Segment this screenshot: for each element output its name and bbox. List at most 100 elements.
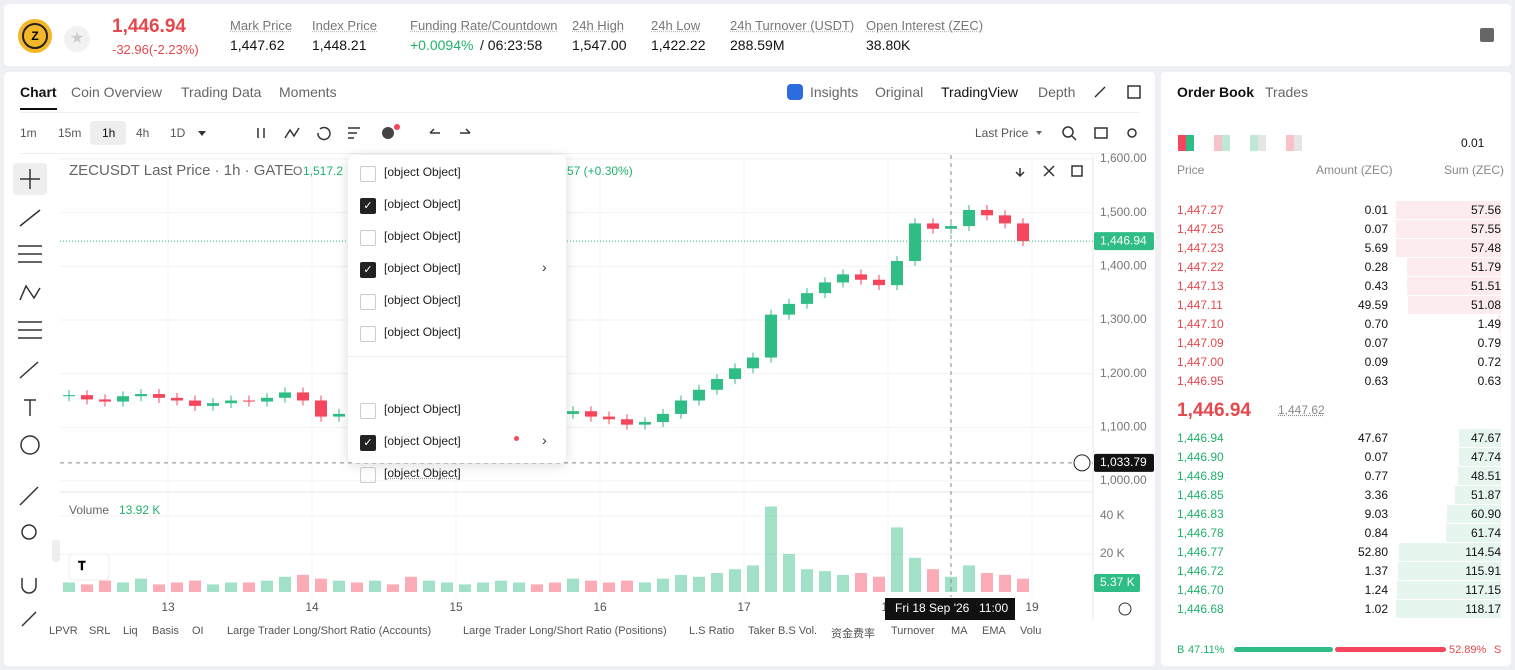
ob-tab[interactable]: Order Book bbox=[1177, 84, 1255, 100]
ob-precision[interactable]: 0.01 bbox=[1461, 136, 1485, 150]
ob-sell: 52.89% bbox=[1449, 644, 1487, 656]
ob-price[interactable]: 1,446.83 bbox=[1177, 507, 1224, 521]
volume-bar bbox=[351, 582, 363, 592]
ob-price[interactable]: 1,446.85 bbox=[1177, 488, 1224, 502]
indicator-tab[interactable]: MA bbox=[951, 625, 968, 637]
interval[interactable]: 1D bbox=[170, 126, 186, 140]
checkbox[interactable] bbox=[360, 467, 376, 483]
ob-price[interactable]: 1,446.78 bbox=[1177, 526, 1224, 540]
ob-price[interactable]: 1,447.22 bbox=[1177, 260, 1224, 274]
menu-item[interactable]: [object Object] bbox=[384, 165, 461, 179]
chart-tab[interactable]: Chart bbox=[20, 84, 57, 110]
checkbox[interactable]: ✓ bbox=[360, 435, 376, 451]
indicator-tab[interactable]: Turnover bbox=[891, 625, 935, 637]
last-price-label: 1,446.94 bbox=[1100, 233, 1147, 247]
price-change: -32.96(-2.23%) bbox=[112, 42, 199, 57]
indicator-tab[interactable]: OI bbox=[192, 625, 204, 637]
volume-bar bbox=[333, 580, 345, 592]
ob-price[interactable]: 1,447.00 bbox=[1177, 355, 1224, 369]
volume-bar bbox=[549, 582, 561, 592]
checkbox[interactable] bbox=[360, 294, 376, 310]
checkbox[interactable]: ✓ bbox=[360, 262, 376, 278]
menu-item[interactable]: [object Object] bbox=[384, 402, 461, 416]
interval[interactable]: 4h bbox=[136, 126, 150, 140]
ob-price[interactable]: 1,447.13 bbox=[1177, 279, 1224, 293]
indicator-tab[interactable]: SRL bbox=[89, 625, 111, 637]
ob-price[interactable]: 1,446.90 bbox=[1177, 450, 1224, 464]
ob-price[interactable]: 1,446.89 bbox=[1177, 469, 1224, 483]
volume-bar bbox=[855, 573, 867, 592]
menu-item[interactable]: [object Object] bbox=[384, 325, 461, 339]
view-tab[interactable]: Original bbox=[875, 84, 924, 100]
indicator-tab[interactable]: Basis bbox=[152, 625, 179, 637]
ob-price[interactable]: 1,446.77 bbox=[1177, 545, 1224, 559]
menu-item[interactable]: [object Object] bbox=[384, 261, 461, 275]
indicator-tab[interactable]: Large Trader Long/Short Ratio (Accounts) bbox=[227, 625, 432, 637]
interval[interactable]: 1h bbox=[102, 126, 116, 140]
candle bbox=[189, 400, 201, 406]
ob-price[interactable]: 1,446.95 bbox=[1177, 374, 1224, 388]
chart-tab[interactable]: Trading Data bbox=[181, 84, 262, 100]
ob-price[interactable]: 1,446.70 bbox=[1177, 583, 1224, 597]
interval[interactable]: 15m bbox=[58, 126, 82, 140]
view-tab[interactable]: Insights bbox=[810, 84, 859, 100]
ob-price[interactable]: 1,446.68 bbox=[1177, 602, 1224, 616]
y-tick-label: 1,600.00 bbox=[1100, 151, 1147, 165]
depth-bar bbox=[1396, 239, 1501, 257]
indicator-tab[interactable]: 资金费率 bbox=[831, 628, 875, 640]
checkbox[interactable] bbox=[360, 403, 376, 419]
ob-view-toggle[interactable] bbox=[1214, 135, 1230, 151]
candle bbox=[279, 392, 291, 398]
indicator-tab[interactable]: Liq bbox=[123, 625, 138, 637]
menu-item[interactable]: [object Object] bbox=[384, 434, 461, 448]
x-tick-label: 14 bbox=[305, 600, 319, 614]
indicator-tab[interactable]: Taker B.S Vol. bbox=[748, 625, 818, 637]
checkbox[interactable] bbox=[360, 326, 376, 342]
candle bbox=[333, 413, 345, 417]
settings-icon[interactable] bbox=[1480, 28, 1494, 42]
interval[interactable]: 1m bbox=[20, 126, 37, 140]
checkbox[interactable] bbox=[360, 166, 376, 182]
menu-item[interactable]: [object Object] bbox=[384, 229, 461, 243]
ob-tab[interactable]: Trades bbox=[1265, 84, 1309, 100]
ob-price[interactable]: 1,446.72 bbox=[1177, 564, 1224, 578]
ob-view-toggle[interactable] bbox=[1250, 135, 1266, 151]
ob-price[interactable]: 1,447.11 bbox=[1177, 298, 1223, 312]
menu-item[interactable]: [object Object] bbox=[384, 293, 461, 307]
ob-view-toggle[interactable] bbox=[1286, 135, 1302, 151]
favorite-star[interactable]: ★ bbox=[64, 26, 90, 52]
indicator-tab[interactable]: Volu bbox=[1020, 625, 1042, 637]
ob-amount: 1.02 bbox=[1364, 602, 1388, 616]
depth-bar bbox=[1446, 505, 1501, 523]
chart-tab[interactable]: Coin Overview bbox=[71, 84, 163, 100]
ob-price[interactable]: 1,446.94 bbox=[1177, 431, 1224, 445]
ob-price[interactable]: 1,447.27 bbox=[1177, 203, 1224, 217]
volume-bar bbox=[999, 574, 1011, 592]
depth-bar bbox=[1398, 562, 1501, 580]
menu-item[interactable]: [object Object] bbox=[384, 466, 461, 480]
ob-price[interactable]: 1,447.09 bbox=[1177, 336, 1224, 350]
ob-view-toggle[interactable] bbox=[1178, 135, 1194, 151]
checkbox[interactable]: ✓ bbox=[360, 198, 376, 214]
ob-price[interactable]: 1,447.25 bbox=[1177, 222, 1224, 236]
ob-price[interactable]: 1,447.23 bbox=[1177, 241, 1224, 255]
volume-bar bbox=[261, 580, 273, 592]
volume-bar bbox=[675, 574, 687, 592]
ob-amount: 0.77 bbox=[1364, 469, 1388, 483]
indicator-tab[interactable]: EMA bbox=[982, 625, 1006, 637]
price-type[interactable]: Last Price bbox=[975, 126, 1029, 140]
stat-value: +0.0094% bbox=[410, 37, 474, 53]
view-tab[interactable]: Depth bbox=[1038, 84, 1076, 100]
ob-price[interactable]: 1,447.10 bbox=[1177, 317, 1224, 331]
indicator-tab[interactable]: L.S Ratio bbox=[689, 625, 735, 637]
ob-buy: 47.11% bbox=[1188, 644, 1225, 656]
depth-bar bbox=[1499, 334, 1501, 352]
chart-tab[interactable]: Moments bbox=[279, 84, 337, 100]
volume-bar bbox=[243, 582, 255, 592]
indicator-tab[interactable]: Large Trader Long/Short Ratio (Positions… bbox=[463, 625, 667, 637]
stat-value: 1,547.00 bbox=[572, 37, 627, 53]
view-tab[interactable]: TradingView bbox=[941, 84, 1019, 100]
indicator-tab[interactable]: LPVR bbox=[49, 625, 78, 637]
menu-item[interactable]: [object Object] bbox=[384, 197, 461, 211]
checkbox[interactable] bbox=[360, 230, 376, 246]
